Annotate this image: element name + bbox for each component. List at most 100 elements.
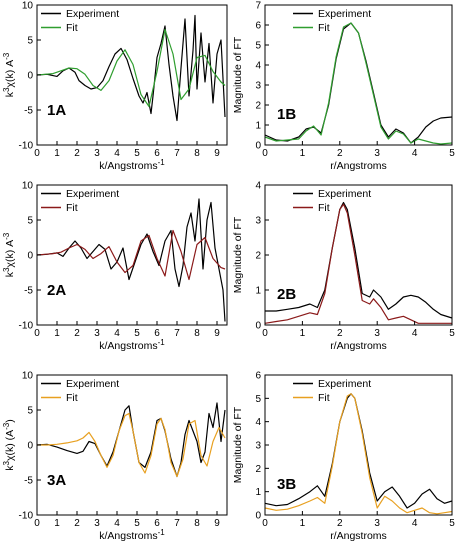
y-tick-label: 1 — [255, 121, 261, 132]
legend-label-experiment: Experiment — [66, 8, 119, 20]
x-tick-label: 4 — [412, 148, 418, 159]
x-tick-label: 1 — [300, 328, 306, 339]
x-tick-label: 6 — [154, 518, 160, 529]
panel-label: 2A — [47, 282, 66, 299]
x-tick-label: 2 — [337, 518, 343, 529]
y-tick-label: 10 — [22, 1, 34, 12]
plot-frame — [264, 374, 453, 516]
y-label-part: χ(k) A — [4, 60, 16, 88]
series-line-fit — [264, 22, 453, 145]
y-label-superscript: 3 — [2, 87, 11, 92]
legend-label-fit: Fit — [318, 202, 330, 214]
x-tick-label: 8 — [194, 328, 200, 339]
x-tick-label: 4 — [114, 328, 120, 339]
x-axis-label: r/Angstroms — [330, 160, 387, 172]
x-tick-label: 3 — [374, 518, 380, 529]
x-tick-label: 6 — [154, 148, 160, 159]
legend-label-experiment: Experiment — [318, 378, 371, 390]
y-tick-label: 1 — [255, 487, 261, 498]
panel-label: 2B — [277, 286, 296, 303]
y-tick-label: 4 — [255, 61, 261, 72]
x-tick-label: 2 — [337, 328, 343, 339]
y-label-superscript: 3 — [2, 461, 11, 466]
x-tick-label: 5 — [449, 148, 455, 159]
plot-frame — [264, 184, 453, 326]
series-line-experiment — [36, 402, 226, 478]
series-line-experiment — [36, 14, 226, 122]
x-tick-label: 1 — [54, 328, 60, 339]
y-tick-label: 5 — [255, 41, 261, 52]
legend-label-fit: Fit — [66, 22, 78, 34]
y-tick-label: 1 — [255, 286, 261, 297]
y-tick-label: 2 — [255, 464, 261, 475]
y-tick-label: -5 — [24, 476, 33, 487]
x-tick-label: 3 — [94, 328, 100, 339]
x-tick-label: 3 — [374, 148, 380, 159]
x-tick-label: 4 — [114, 148, 120, 159]
x-tick-label: 3 — [94, 518, 100, 529]
panel-label: 3A — [47, 472, 66, 489]
x-tick-label: 5 — [134, 518, 140, 529]
chart-panel-3b: 0 1 2 3 4 5 0 1 2 3 4 5 6 r/Angstroms Magnitude of FT 3… — [232, 371, 455, 543]
y-tick-label: 6 — [255, 21, 261, 32]
y-axis-label: Magnitude of FT — [232, 216, 244, 293]
x-tick-label: 1 — [300, 148, 306, 159]
x-axis-label: k/Angstroms-1 — [99, 158, 165, 172]
x-tick-label: 5 — [449, 518, 455, 529]
legend-label-experiment: Experiment — [66, 188, 119, 200]
y-tick-label: 5 — [27, 406, 33, 417]
chart-panel-1b: 0 1 2 3 4 5 0 1 2 3 4 5 6 7 r/Angstroms Magnitude of FT… — [232, 1, 455, 173]
x-tick-label: 9 — [214, 518, 220, 529]
x-tick-label: 5 — [134, 148, 140, 159]
x-axis-label: r/Angstroms — [330, 530, 387, 542]
x-tick-label: 3 — [94, 148, 100, 159]
x-tick-label: 2 — [74, 148, 80, 159]
y-tick-label: 0 — [255, 511, 261, 522]
x-tick-label: 5 — [134, 328, 140, 339]
y-tick-label: 4 — [255, 417, 261, 428]
x-tick-label: 7 — [174, 148, 180, 159]
series-line-experiment — [264, 22, 453, 144]
y-tick-label: -10 — [19, 141, 34, 152]
x-axis-label: k/Angstroms-1 — [99, 528, 165, 542]
y-tick-label: 10 — [22, 181, 34, 192]
x-axis-label: k/Angstroms-1 — [99, 338, 165, 352]
y-label-part: k — [4, 91, 16, 97]
panel-label: 3B — [277, 476, 296, 493]
y-axis-label: Magnitude of FT — [232, 36, 244, 113]
series-line-fit — [36, 229, 226, 281]
y-axis-label: k3χ(k) A-3 — [2, 52, 16, 97]
series-line-fit — [36, 28, 226, 108]
x-tick-label: 8 — [194, 518, 200, 529]
x-tick-label: 4 — [412, 518, 418, 529]
x-tick-label: 8 — [194, 148, 200, 159]
y-tick-label: -5 — [24, 286, 33, 297]
y-label-superscript: 3 — [2, 267, 11, 272]
x-tick-label: 7 — [174, 518, 180, 529]
series-line-experiment — [36, 198, 226, 322]
y-tick-label: 0 — [27, 251, 33, 262]
x-tick-label: 2 — [337, 148, 343, 159]
legend-label-experiment: Experiment — [318, 8, 371, 20]
x-tick-label: 3 — [374, 328, 380, 339]
legend-label-fit: Fit — [66, 202, 78, 214]
y-label-part: k — [4, 465, 16, 471]
x-tick-label: 0 — [262, 518, 268, 529]
y-tick-label: 3 — [255, 216, 261, 227]
y-label-part: k — [4, 271, 16, 277]
legend-label-fit: Fit — [318, 392, 330, 404]
x-tick-label: 5 — [449, 328, 455, 339]
x-tick-label: 6 — [154, 328, 160, 339]
x-tick-label: 9 — [214, 328, 220, 339]
x-tick-label: 7 — [174, 328, 180, 339]
y-tick-label: 7 — [255, 1, 261, 12]
y-tick-label: -5 — [24, 106, 33, 117]
y-tick-label: 3 — [255, 81, 261, 92]
series-line-fit — [37, 412, 226, 478]
y-tick-label: 5 — [255, 394, 261, 405]
x-tick-label: 0 — [34, 328, 40, 339]
